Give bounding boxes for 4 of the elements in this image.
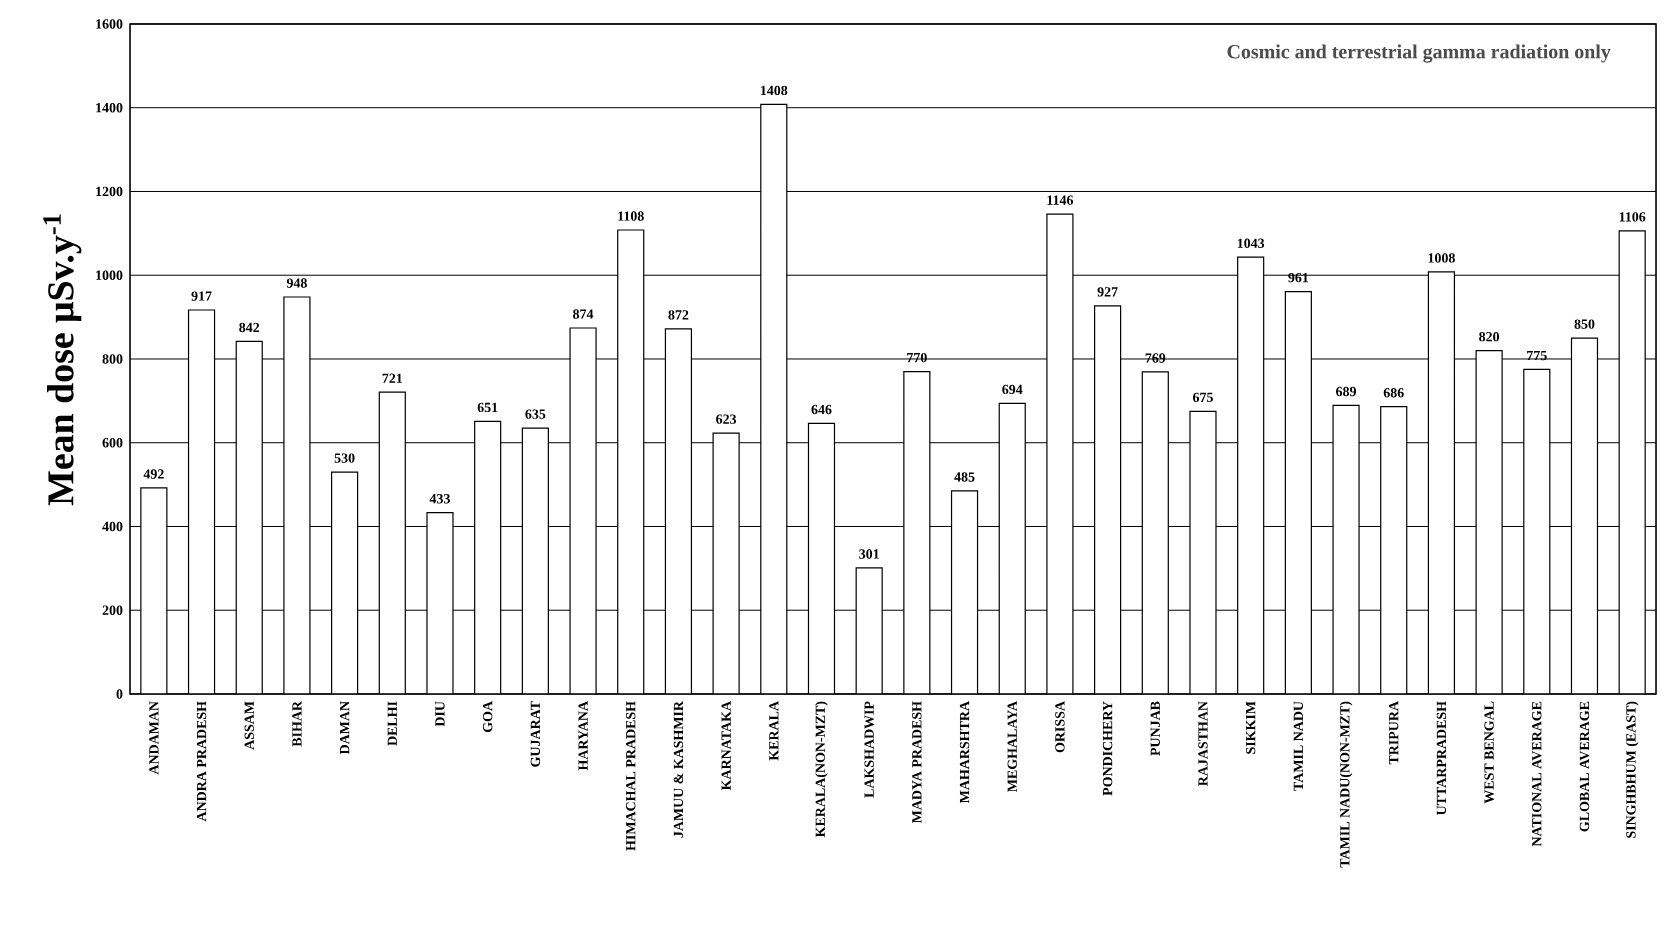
- bar: [1427, 271, 1456, 694]
- annotation: Cosmic and terrestrial gamma radiation only: [1227, 44, 1611, 63]
- y-axis-title: Mean dose μSv.y$^{-1}$: [43, 214, 82, 506]
- bar: [760, 103, 788, 694]
